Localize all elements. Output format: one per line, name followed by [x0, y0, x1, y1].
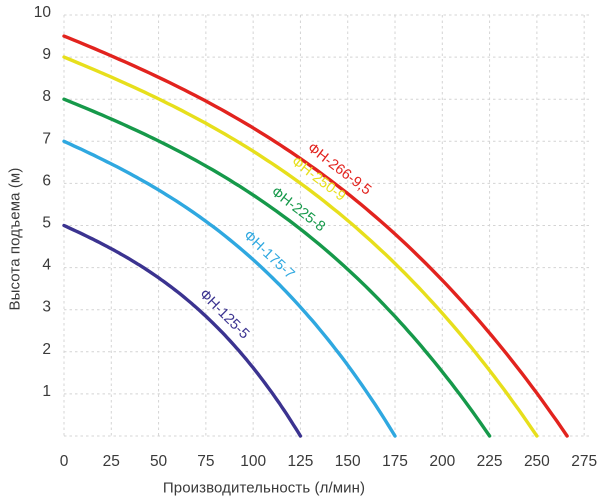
- y-tick-label: 2: [42, 341, 51, 358]
- y-tick-label: 10: [34, 4, 52, 21]
- curve: [62, 223, 303, 438]
- y-tick-label: 7: [42, 130, 51, 147]
- x-tick-label: 175: [382, 453, 408, 470]
- x-tick-label: 125: [288, 453, 314, 470]
- x-tick-label: 250: [524, 453, 550, 470]
- x-tick-label: 275: [571, 453, 597, 470]
- curve: [62, 139, 397, 438]
- y-tick-label: 8: [42, 88, 51, 105]
- y-tick-label: 4: [42, 257, 51, 274]
- curve: [62, 55, 539, 438]
- y-axis-title: Высота подъема (м): [6, 167, 24, 311]
- curve: [62, 97, 492, 438]
- curve: [62, 34, 569, 438]
- x-tick-label: 25: [103, 453, 120, 470]
- x-tick-label: 225: [477, 453, 503, 470]
- x-tick-label: 200: [429, 453, 455, 470]
- y-tick-label: 1: [42, 383, 51, 400]
- y-tick-label: 6: [42, 172, 51, 189]
- x-tick-label: 100: [240, 453, 266, 470]
- x-tick-label: 75: [197, 453, 214, 470]
- y-tick-label: 3: [42, 299, 51, 316]
- x-axis-title: Производительность (л/мин): [162, 479, 366, 497]
- x-tick-label: 0: [60, 453, 69, 470]
- x-tick-label: 50: [150, 453, 168, 470]
- y-tick-label: 5: [42, 215, 51, 232]
- y-tick-label: 9: [42, 46, 51, 63]
- x-tick-label: 150: [335, 453, 361, 470]
